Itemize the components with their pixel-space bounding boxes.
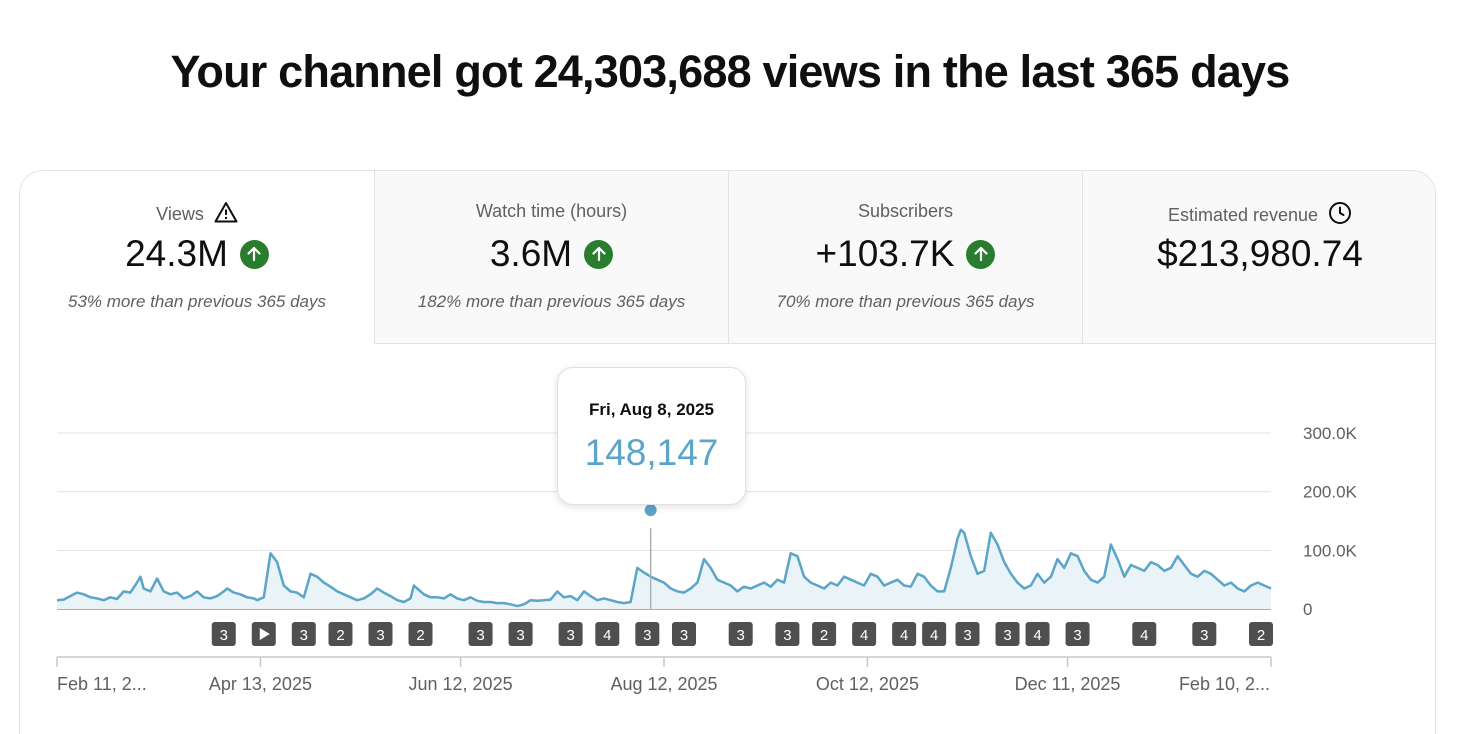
video-marker[interactable]: 2 xyxy=(1248,622,1273,646)
video-marker-count: 2 xyxy=(416,627,424,644)
hover-point xyxy=(644,504,657,517)
y-tick-label: 200.0K xyxy=(1303,483,1358,502)
tab-subscribers-label: Subscribers xyxy=(857,201,954,221)
video-marker[interactable]: 4 xyxy=(922,622,947,646)
tab-watch-time-note: 182% more than previous 365 days xyxy=(417,292,686,311)
video-marker-count: 3 xyxy=(220,627,228,644)
video-marker-count: 3 xyxy=(566,627,574,644)
video-marker[interactable]: 3 xyxy=(728,622,753,646)
video-marker[interactable]: 4 xyxy=(1132,622,1157,646)
video-marker[interactable]: 3 xyxy=(1065,622,1090,646)
video-marker-count: 4 xyxy=(860,627,868,644)
x-tick-label: Jun 12, 2025 xyxy=(409,674,513,694)
video-marker[interactable]: 3 xyxy=(955,622,980,646)
video-marker-count: 4 xyxy=(1140,627,1148,644)
tab-subscribers[interactable]: Subscribers +103.7K 70% more than previo… xyxy=(728,171,1082,344)
tab-estimated-revenue[interactable]: Estimated revenue $213,980.74 xyxy=(1082,171,1435,344)
video-marker[interactable]: 3 xyxy=(775,622,800,646)
video-marker-count: 3 xyxy=(516,627,524,644)
tooltip-date: Fri, Aug 8, 2025 xyxy=(588,400,715,419)
views-area xyxy=(57,529,1271,609)
x-tick-label: Dec 11, 2025 xyxy=(1015,674,1121,694)
chart-tooltip: Fri, Aug 8, 2025 148,147 xyxy=(557,367,746,505)
video-marker-count: 2 xyxy=(336,627,344,644)
video-marker[interactable]: 3 xyxy=(558,622,583,646)
tab-subscribers-value: +103.7K xyxy=(815,233,955,274)
video-marker-count: 3 xyxy=(737,627,745,644)
video-marker-count: 3 xyxy=(783,627,791,644)
video-markers: 3 3 2 3 2 3 3 3 4 3 3 3 3 2 4 4 4 3 3 4 3 4 3 2 xyxy=(211,622,1273,646)
video-marker-count: 3 xyxy=(963,627,971,644)
tab-views-note: 53% more than previous 365 days xyxy=(68,292,326,311)
video-marker-count: 2 xyxy=(1257,627,1265,644)
views-line xyxy=(56,528,1272,608)
video-marker[interactable]: 3 xyxy=(1192,622,1217,646)
video-marker-count: 4 xyxy=(900,627,908,644)
metric-tabs: Views 24.3M 53% more than previous 365 d… xyxy=(20,171,1435,344)
video-marker[interactable]: 4 xyxy=(852,622,877,646)
tab-watch-time[interactable]: Watch time (hours) 3.6M 182% more than p… xyxy=(374,171,728,344)
video-marker-count: 3 xyxy=(643,627,651,644)
video-marker-count: 4 xyxy=(930,627,938,644)
x-tick-label: Feb 10, 2... xyxy=(1179,674,1270,694)
video-marker[interactable]: 4 xyxy=(1025,622,1050,646)
tooltip-value: 148,147 xyxy=(584,432,719,473)
video-marker-count: 3 xyxy=(476,627,484,644)
tab-views-value: 24.3M xyxy=(125,233,228,274)
video-marker[interactable]: 4 xyxy=(595,622,620,646)
x-tick-label: Apr 13, 2025 xyxy=(209,674,312,694)
video-marker-count: 3 xyxy=(1200,627,1208,644)
video-marker-play[interactable] xyxy=(251,622,276,646)
x-axis-ticks: Feb 11, 2... Apr 13, 2025 Jun 12, 2025 Aug … xyxy=(56,657,1272,694)
y-tick-label: 0 xyxy=(1303,600,1312,619)
tab-revenue-value: $213,980.74 xyxy=(1157,233,1363,274)
x-tick-label: Feb 11, 2... xyxy=(57,674,147,694)
tab-views[interactable]: Views 24.3M 53% more than previous 365 d… xyxy=(20,171,374,344)
play-icon xyxy=(259,628,270,640)
video-marker[interactable]: 3 xyxy=(508,622,533,646)
y-tick-label: 300.0K xyxy=(1303,424,1358,443)
tab-watch-time-value: 3.6M xyxy=(489,233,573,274)
warning-icon[interactable] xyxy=(214,201,238,228)
page-headline: Your channel got 24,303,688 views in the… xyxy=(170,46,1291,97)
arrow-up-icon xyxy=(966,239,996,269)
video-marker[interactable]: 3 xyxy=(635,622,660,646)
video-marker-count: 4 xyxy=(603,627,611,644)
video-marker-count: 3 xyxy=(1073,627,1081,644)
tab-views-label: Views xyxy=(156,204,204,224)
arrow-up-icon xyxy=(239,239,269,269)
video-marker-count: 4 xyxy=(1033,627,1041,644)
y-tick-label: 100.0K xyxy=(1303,541,1358,560)
x-tick-label: Aug 12, 2025 xyxy=(610,674,717,694)
video-marker[interactable]: 2 xyxy=(812,622,837,646)
video-marker[interactable]: 3 xyxy=(468,622,493,646)
video-marker-count: 3 xyxy=(1003,627,1011,644)
video-marker-count: 3 xyxy=(376,627,384,644)
video-marker[interactable]: 3 xyxy=(211,622,236,646)
video-marker-count: 3 xyxy=(300,627,308,644)
video-marker[interactable]: 3 xyxy=(672,622,697,646)
clock-icon[interactable] xyxy=(1328,201,1352,230)
tab-watch-time-label: Watch time (hours) xyxy=(475,201,628,221)
video-marker[interactable]: 3 xyxy=(368,622,393,646)
video-marker[interactable]: 2 xyxy=(328,622,353,646)
y-axis-labels: 0 100.0K 200.0K 300.0K xyxy=(1303,424,1358,619)
video-marker[interactable]: 3 xyxy=(995,622,1020,646)
video-marker[interactable]: 4 xyxy=(892,622,917,646)
video-marker[interactable]: 3 xyxy=(291,622,316,646)
video-marker-count: 3 xyxy=(680,627,688,644)
tab-subscribers-note: 70% more than previous 365 days xyxy=(776,292,1035,311)
tab-revenue-label: Estimated revenue xyxy=(1167,205,1319,225)
arrow-up-icon xyxy=(584,239,614,269)
x-tick-label: Oct 12, 2025 xyxy=(816,674,919,694)
video-marker[interactable]: 2 xyxy=(408,622,433,646)
video-marker-count: 2 xyxy=(820,627,828,644)
